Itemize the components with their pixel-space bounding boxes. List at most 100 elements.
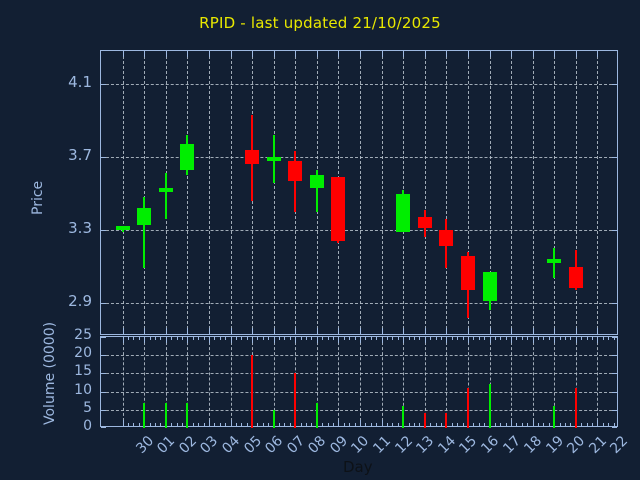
day-axis-tick <box>554 337 556 343</box>
day-axis-minor-tick <box>543 423 545 426</box>
day-gridline <box>230 51 232 334</box>
day-axis-tick <box>230 51 232 57</box>
day-axis-tick <box>208 51 210 57</box>
day-axis-minor-tick <box>354 337 356 340</box>
day-gridline <box>467 51 469 334</box>
day-gridline <box>489 51 491 334</box>
day-axis-tick <box>165 51 167 57</box>
volume-bar <box>402 406 405 428</box>
day-axis-minor-tick <box>408 337 410 340</box>
candle-wick <box>143 197 146 269</box>
candle-wick <box>294 151 297 212</box>
volume-bar <box>315 402 318 428</box>
day-axis-tick <box>122 420 124 426</box>
day-axis-tick <box>403 337 405 343</box>
volume-gridline <box>101 409 617 411</box>
day-axis-tick <box>511 420 513 426</box>
candle-body <box>482 272 497 302</box>
day-axis-tick <box>597 420 599 426</box>
day-axis-minor-tick <box>581 337 583 340</box>
volume-axis-tick <box>612 409 617 411</box>
day-axis-minor-tick <box>440 337 442 340</box>
day-axis-minor-tick <box>565 423 567 426</box>
day-axis-minor-tick <box>430 423 432 426</box>
volume-axis-tick <box>612 427 617 428</box>
day-axis-minor-tick <box>327 423 329 426</box>
day-axis-tick <box>187 51 189 57</box>
day-tick-label: 20 <box>564 433 589 457</box>
day-axis-tick <box>230 420 232 426</box>
volume-bar <box>251 355 254 428</box>
day-axis-minor-tick <box>484 423 486 426</box>
day-axis-minor-tick <box>279 337 281 340</box>
day-axis-tick <box>532 51 534 57</box>
volume-axis-tick <box>101 373 106 375</box>
day-axis-minor-tick <box>440 423 442 426</box>
price-plot-area <box>100 50 618 335</box>
day-axis-minor-tick <box>473 423 475 426</box>
day-axis-tick <box>532 337 534 343</box>
day-axis-tick <box>338 51 340 57</box>
day-axis-minor-tick <box>246 423 248 426</box>
day-axis-minor-tick <box>365 423 367 426</box>
day-axis-tick <box>208 328 210 334</box>
candle-body <box>460 255 475 291</box>
candle-body <box>137 208 152 225</box>
day-axis-tick <box>489 328 491 334</box>
day-tick-label: 04 <box>219 433 244 457</box>
day-axis-minor-tick <box>538 423 540 426</box>
day-gridline <box>122 51 124 334</box>
day-axis-minor-tick <box>154 337 156 340</box>
day-axis-minor-tick <box>133 337 135 340</box>
price-tick-label: 3.3 <box>68 219 92 238</box>
day-axis-minor-tick <box>133 423 135 426</box>
day-tick-label: 08 <box>305 433 330 457</box>
day-axis-minor-tick <box>500 423 502 426</box>
day-axis-minor-tick <box>203 337 205 340</box>
price-gridline <box>101 83 617 85</box>
day-axis-tick <box>165 328 167 334</box>
day-axis-minor-tick <box>284 423 286 426</box>
day-axis-minor-tick <box>370 423 372 426</box>
candle-body <box>158 188 173 193</box>
volume-axis-tick <box>101 409 106 411</box>
candle-body <box>309 175 324 188</box>
day-axis-minor-tick <box>262 337 264 340</box>
day-axis-minor-tick <box>592 337 594 340</box>
day-axis-minor-tick <box>198 423 200 426</box>
day-axis-tick <box>360 337 361 343</box>
day-axis-minor-tick <box>176 423 178 426</box>
volume-axis-tick <box>101 391 106 393</box>
day-gridline <box>511 337 513 426</box>
day-axis-minor-tick <box>289 337 291 340</box>
volume-axis-tick <box>612 355 617 357</box>
volume-bar <box>423 413 426 428</box>
day-axis-minor-tick <box>192 337 194 340</box>
day-axis-minor-tick <box>176 337 178 340</box>
day-gridline <box>187 337 189 426</box>
day-gridline <box>122 337 124 426</box>
day-axis-minor-tick <box>570 337 572 340</box>
day-tick-label: 11 <box>370 433 395 457</box>
day-axis-minor-tick <box>181 423 183 426</box>
day-axis-tick <box>295 337 297 343</box>
day-axis-tick <box>208 337 210 343</box>
day-axis-minor-tick <box>279 423 281 426</box>
day-axis-tick <box>532 328 534 334</box>
volume-bar <box>186 402 189 428</box>
candle-body <box>180 144 195 170</box>
day-axis-minor-tick <box>289 423 291 426</box>
day-axis-tick <box>295 51 297 57</box>
day-gridline <box>381 337 383 426</box>
day-axis-tick <box>424 328 426 334</box>
price-axis-tick <box>612 230 617 232</box>
day-axis-minor-tick <box>257 423 259 426</box>
day-gridline <box>532 51 534 334</box>
day-axis-tick <box>252 328 254 334</box>
day-axis-minor-tick <box>192 423 194 426</box>
volume-tick-label: 25 <box>74 327 92 343</box>
volume-bar <box>574 387 577 428</box>
day-gridline <box>554 337 556 426</box>
day-axis-tick <box>467 337 469 343</box>
day-axis-minor-tick <box>241 337 243 340</box>
